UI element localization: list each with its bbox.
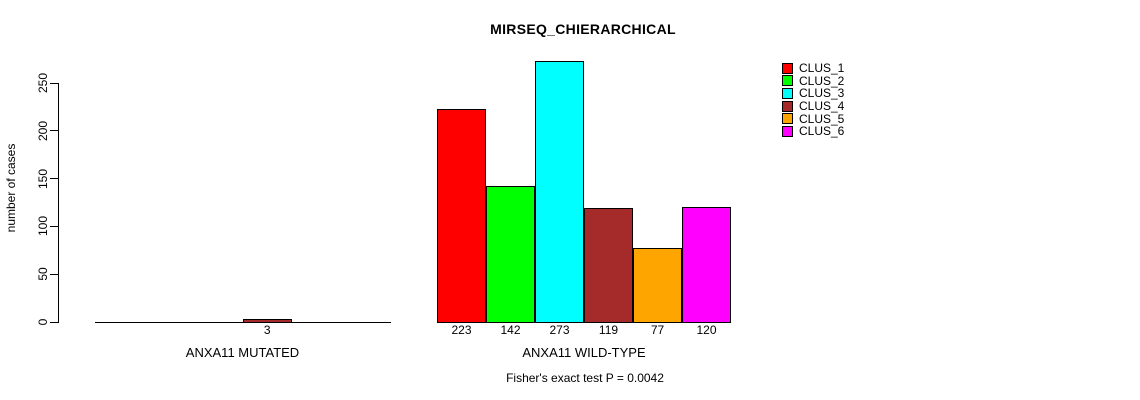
legend-entry: CLUS_1 — [782, 62, 844, 75]
legend-label: CLUS_6 — [799, 124, 845, 139]
y-tick-label: 250 — [36, 72, 50, 94]
bar-value-label: 142 — [500, 323, 521, 337]
y-tick-mark — [50, 82, 58, 84]
bar-value-label: 119 — [598, 323, 619, 337]
y-tick-label: 200 — [36, 120, 50, 141]
y-tick-label: 100 — [36, 216, 50, 237]
legend-swatch-icon — [782, 62, 793, 74]
y-axis-label: number of cases — [4, 143, 18, 233]
bar-value-label: 3 — [263, 323, 271, 337]
legend-entry: CLUS_3 — [782, 87, 844, 100]
bar-clus_1 — [437, 108, 486, 323]
y-tick-label: 150 — [36, 168, 50, 189]
bar-value-label: 77 — [650, 323, 665, 337]
legend-entry: CLUS_4 — [782, 100, 844, 113]
legend-swatch-icon — [782, 125, 793, 137]
legend-entry: CLUS_2 — [782, 75, 844, 88]
legend-entry: CLUS_5 — [782, 112, 844, 125]
legend-label: CLUS_1 — [799, 61, 845, 76]
chart-title: MIRSEQ_CHIERARCHICAL — [490, 21, 676, 37]
zero-height-bar — [193, 322, 244, 323]
bar-value-label: 273 — [549, 323, 570, 337]
bar-value-label: 120 — [696, 323, 717, 337]
legend-swatch-icon — [782, 75, 793, 87]
legend-label: CLUS_5 — [799, 111, 845, 126]
bar-clus_3 — [535, 61, 584, 323]
bar-clus_6 — [682, 207, 731, 323]
fisher-test-annotation: Fisher's exact test P = 0.0042 — [506, 371, 664, 385]
x-group-label-wildtype: ANXA11 WILD-TYPE — [522, 345, 646, 360]
y-tick-mark — [50, 273, 58, 275]
y-tick-mark — [50, 321, 58, 323]
y-tick-label: 0 — [36, 318, 50, 326]
legend-swatch-icon — [782, 87, 793, 99]
y-tick-label: 50 — [36, 267, 50, 281]
legend-entry: CLUS_6 — [782, 125, 844, 138]
y-tick-mark — [50, 225, 58, 227]
legend: CLUS_1 CLUS_2 CLUS_3 CLUS_4 CLUS_5 CLUS_6 — [782, 62, 844, 138]
y-tick-mark — [50, 178, 58, 180]
zero-height-bar — [144, 322, 195, 323]
zero-height-bar — [341, 322, 392, 323]
legend-swatch-icon — [782, 113, 793, 125]
legend-swatch-icon — [782, 100, 793, 112]
zero-height-bar — [95, 322, 146, 323]
legend-label: CLUS_2 — [799, 73, 845, 88]
x-group-label-mutated: ANXA11 MUTATED — [185, 345, 300, 360]
bar-clus_2 — [486, 186, 535, 323]
bar-clus_5 — [633, 248, 682, 323]
bar-clus_4 — [242, 319, 292, 323]
legend-label: CLUS_4 — [799, 99, 845, 114]
y-tick-mark — [50, 130, 58, 132]
legend-label: CLUS_3 — [799, 86, 845, 101]
bar-clus_4 — [584, 208, 633, 323]
y-axis-line — [58, 83, 59, 323]
zero-height-bar — [291, 322, 342, 323]
bar-value-label: 223 — [451, 323, 472, 337]
